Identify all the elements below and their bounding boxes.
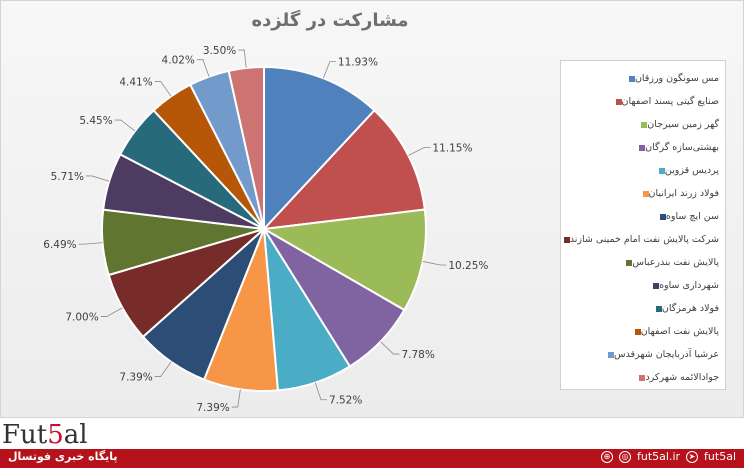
leader-line <box>100 307 123 317</box>
leader-line <box>322 61 336 79</box>
leader-line <box>422 261 447 266</box>
legend-label: پردیس قزوین <box>664 165 719 176</box>
legend-swatch <box>626 259 633 266</box>
legend-swatch <box>642 190 649 197</box>
leader-line <box>78 242 103 245</box>
legend-swatch <box>653 282 660 289</box>
leader-line <box>408 146 431 156</box>
leader-line <box>114 119 136 132</box>
data-label: 10.25% <box>448 260 488 272</box>
data-label: 5.71% <box>51 171 84 183</box>
legend-label: فولاد زرند ایرانیان <box>648 188 720 199</box>
legend-label: شهرداری ساوه <box>659 280 719 291</box>
leader-line <box>314 382 327 401</box>
legend-label: گهر زمین سیرجان <box>647 119 719 130</box>
legend-label: پالایش نفت اصفهان <box>640 326 719 337</box>
brand-subtitle: پایگاه خبری فوتسال <box>8 450 118 463</box>
data-label: 4.02% <box>162 55 195 67</box>
data-label: 7.78% <box>401 349 434 361</box>
social-links: ⊕ ◎ fut5al.ir ➤ fut5al <box>601 450 736 463</box>
legend-item: فولاد هرمزگان <box>567 297 719 320</box>
legend-swatch <box>563 236 570 243</box>
legend-item: شرکت پالایش نفت امام خمینی شازند <box>563 228 719 251</box>
brand-suffix: al <box>63 420 88 450</box>
site-link[interactable]: fut5al.ir <box>637 450 681 463</box>
handle-link[interactable]: fut5al <box>704 450 736 463</box>
pie-slice <box>263 65 376 232</box>
legend-swatch <box>655 305 662 312</box>
data-label: 11.15% <box>432 142 472 154</box>
data-label: 6.49% <box>43 239 76 251</box>
instagram-icon[interactable]: ◎ <box>619 450 632 463</box>
legend-label: شرکت پالایش نفت امام خمینی شازند <box>569 234 719 245</box>
data-label: 7.39% <box>196 402 229 414</box>
legend-label: بهشتی‌سازه گرگان <box>645 142 719 153</box>
leader-line <box>86 175 110 182</box>
legend-swatch <box>634 328 641 335</box>
leader-line <box>154 361 172 377</box>
footer-bar <box>0 449 744 468</box>
legend-label: سن ایچ ساوه <box>665 211 719 222</box>
leader-line <box>380 341 400 355</box>
legend-item: فولاد زرند ایرانیان <box>567 182 719 205</box>
data-label: 3.50% <box>203 45 236 57</box>
legend-swatch <box>615 98 622 105</box>
pie-slice <box>260 208 427 312</box>
data-label: 7.00% <box>65 312 98 324</box>
data-label: 11.93% <box>338 56 378 68</box>
data-label: 5.45% <box>79 115 112 127</box>
legend-label: صنایع گیتی پسند اصفهان <box>621 96 720 107</box>
legend-label: عرشیا آذربایجان شهرقدس <box>613 349 719 360</box>
leader-line <box>231 389 241 408</box>
legend-item: شهرداری ساوه <box>567 274 719 297</box>
leader-line <box>154 81 172 97</box>
legend-label: فولاد هرمزگان <box>661 303 719 314</box>
legend-label: جوادالائمه شهرکرد <box>645 372 719 383</box>
data-label: 7.39% <box>119 371 152 383</box>
legend-item: پالایش نفت اصفهان <box>567 320 719 343</box>
legend-swatch <box>628 75 635 82</box>
legend-label: مس سونگون ورزقان <box>634 73 719 84</box>
legend-swatch <box>658 167 665 174</box>
globe-icon[interactable]: ⊕ <box>601 450 614 463</box>
brand-prefix: Fut <box>2 420 48 450</box>
legend-item: گهر زمین سیرجان <box>567 113 719 136</box>
pie-chart: 11.93% 11.15% 10.25% 7.78% 7.52% 7.39% 7.39% 7.… <box>43 45 488 414</box>
legend-swatch <box>639 374 646 381</box>
brand-logo: Fut5al <box>2 420 88 450</box>
data-label: 4.41% <box>119 77 152 89</box>
legend-label: پالایش نفت بندرعباس <box>632 257 719 268</box>
legend-swatch <box>641 121 648 128</box>
legend-item: پالایش نفت بندرعباس <box>567 251 719 274</box>
leader-line <box>196 59 210 77</box>
legend-item: مس سونگون ورزقان <box>567 67 719 90</box>
pie-slice <box>261 109 426 231</box>
legend-item: سن ایچ ساوه <box>567 205 719 228</box>
legend: مس سونگون ورزقان صنایع گیتی پسند اصفهان گه… <box>560 60 726 390</box>
telegram-icon[interactable]: ➤ <box>686 450 699 463</box>
chart-title: مشارکت در گلزده <box>251 10 409 31</box>
legend-swatch <box>607 351 614 358</box>
leader-line <box>238 49 247 69</box>
data-label: 7.52% <box>329 395 362 407</box>
legend-item: پردیس قزوین <box>567 159 719 182</box>
legend-item: عرشیا آذربایجان شهرقدس <box>567 343 719 366</box>
brand-five: 5 <box>47 420 64 450</box>
legend-item: صنایع گیتی پسند اصفهان <box>567 90 719 113</box>
legend-swatch <box>639 144 646 151</box>
legend-item: بهشتی‌سازه گرگان <box>567 136 719 159</box>
legend-swatch <box>659 213 666 220</box>
legend-item: جوادالائمه شهرکرد <box>567 366 719 389</box>
